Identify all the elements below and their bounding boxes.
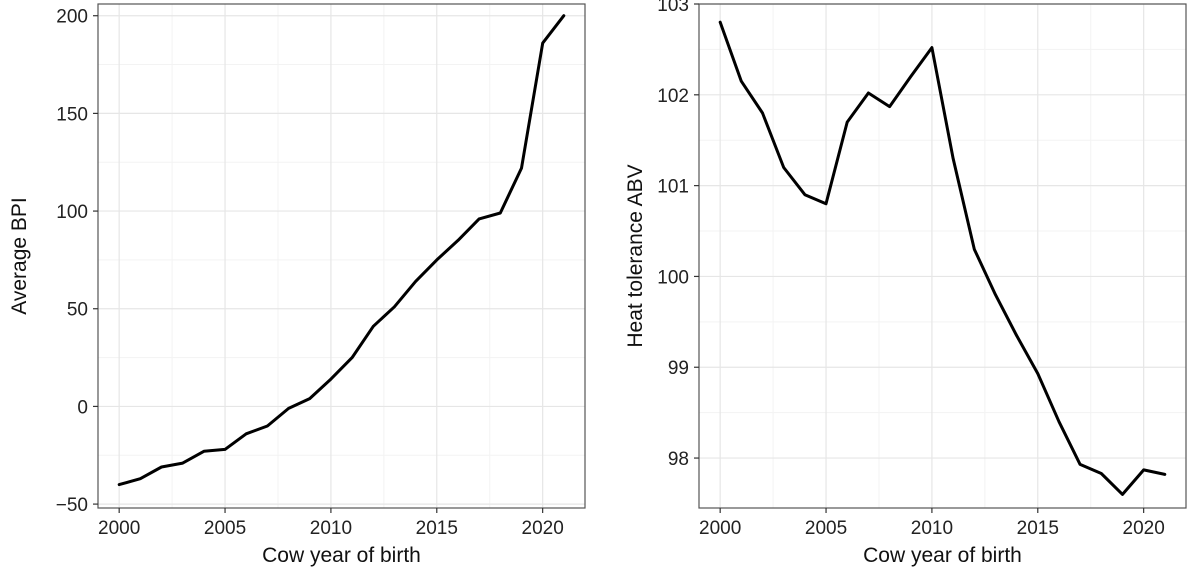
data-point [414,280,417,283]
data-point [994,293,997,296]
chart-panel-heat-tolerance: 2000 2005 2010 2015 2020 98 99 100 101 102 103 Cow … [624,0,1187,567]
data-point [456,239,460,242]
data-point [846,120,849,124]
data-point [951,157,955,160]
plot-border [698,3,1187,509]
data-point [520,166,523,170]
data-point [541,41,544,45]
y-tick-label: 100 [657,267,689,288]
y-tick-label: 150 [56,104,88,125]
grid [98,4,585,508]
data-point [562,14,566,17]
x-tick-label: 2010 [310,518,352,539]
data-point [1078,463,1082,466]
data-point [1100,472,1103,475]
series-line [718,20,1167,496]
y-tick-label: 98 [668,449,689,470]
data-point [1121,493,1124,496]
x-tick-label: 2015 [416,518,458,539]
data-point [223,448,227,451]
data-point [782,166,785,169]
data-point [245,432,248,435]
y-tick-label: 103 [657,0,689,16]
x-axis-title: Cow year of birth [863,544,1022,567]
data-point [1015,334,1018,337]
series-line [117,14,566,487]
data-point [718,20,722,24]
data-point [287,407,290,410]
data-point [1142,468,1145,472]
y-tick-label: 99 [668,358,689,379]
y-tick-label: 50 [67,300,88,321]
y-tick-label: 100 [56,202,88,223]
data-point [477,217,481,221]
data-point [867,91,870,95]
x-tick-label: 2005 [204,518,246,539]
data-point [973,247,976,251]
chart-panel-bpi: 2000 2005 2010 2015 2020 −50 0 50 100 150 200 Cow y… [8,3,586,567]
data-point [824,202,828,205]
data-point [266,424,269,428]
data-point [761,111,764,115]
data-point [909,75,912,78]
x-tick-label: 2000 [98,518,140,539]
y-tick-label: 101 [657,177,689,198]
data-point [888,105,891,108]
y-tick-label: 200 [56,7,88,28]
data-point [139,477,142,480]
data-point [202,450,206,453]
data-point [1163,473,1167,476]
data-point [329,377,333,381]
x-tick-label: 2020 [522,518,564,539]
x-tick-label: 2015 [1017,518,1059,539]
data-point [181,461,184,465]
y-tick-label: 102 [657,86,689,107]
grid [699,3,1186,508]
data-point [740,79,743,83]
data-point [435,258,438,262]
y-tick-label: 0 [77,397,88,418]
data-point [803,193,807,196]
data-point [160,465,163,469]
data-point [499,211,502,215]
data-point [393,305,396,308]
data-point [117,483,121,486]
data-point [372,325,375,328]
x-axis-title: Cow year of birth [262,544,421,567]
x-tick-label: 2000 [699,518,741,539]
plot-border [97,3,586,509]
x-tick-label: 2005 [805,518,847,539]
x-tick-label: 2010 [911,518,953,539]
data-point [308,397,311,400]
y-axis-title: Heat tolerance ABV [624,164,647,347]
data-point [350,356,354,359]
data-point [1057,420,1061,423]
y-tick-label: −50 [56,495,88,516]
data-point [930,46,934,49]
x-tick-label: 2020 [1123,518,1165,539]
data-point [1036,372,1039,375]
y-axis-title: Average BPI [8,197,31,315]
